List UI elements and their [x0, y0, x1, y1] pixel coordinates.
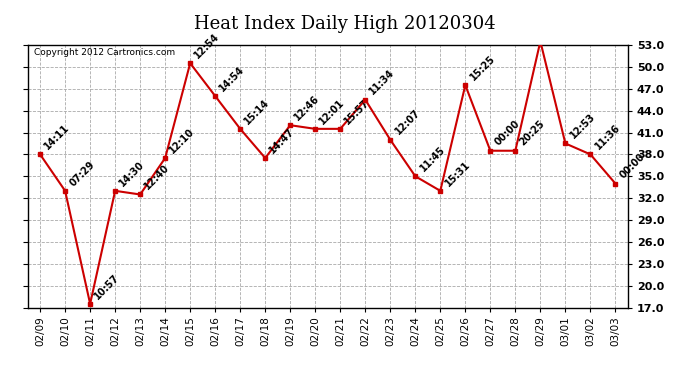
Text: 15:25: 15:25 — [468, 53, 497, 82]
Text: 12:46: 12:46 — [293, 93, 322, 122]
Text: Copyright 2012 Cartronics.com: Copyright 2012 Cartronics.com — [34, 48, 175, 57]
Text: 15:31: 15:31 — [443, 159, 472, 188]
Text: 15:14: 15:14 — [243, 97, 272, 126]
Text: 12:40: 12:40 — [143, 163, 172, 192]
Text: 12:10: 12:10 — [168, 126, 197, 155]
Text: 00:00: 00:00 — [618, 152, 647, 181]
Text: 14:54: 14:54 — [217, 64, 247, 93]
Text: 10:57: 10:57 — [92, 272, 121, 301]
Text: 12:53: 12:53 — [568, 111, 597, 141]
Text: 14:47: 14:47 — [268, 126, 297, 155]
Text: 00:00: 00:00 — [493, 119, 522, 148]
Text: 15:57: 15:57 — [343, 97, 372, 126]
Text: 14:11: 14:11 — [43, 123, 72, 152]
Text: 12:54: 12:54 — [193, 32, 221, 60]
Text: 11:34: 11:34 — [368, 68, 397, 97]
Text: 11:36: 11:36 — [593, 123, 622, 152]
Text: 14:30: 14:30 — [117, 159, 147, 188]
Text: 12:07: 12:07 — [393, 108, 422, 137]
Text: Heat Index Daily High 20120304: Heat Index Daily High 20120304 — [194, 15, 496, 33]
Text: 20:25: 20:25 — [518, 119, 547, 148]
Text: 11:57: 11:57 — [0, 374, 1, 375]
Text: 11:45: 11:45 — [417, 144, 447, 173]
Text: 07:29: 07:29 — [68, 159, 97, 188]
Text: 12:01: 12:01 — [317, 97, 347, 126]
